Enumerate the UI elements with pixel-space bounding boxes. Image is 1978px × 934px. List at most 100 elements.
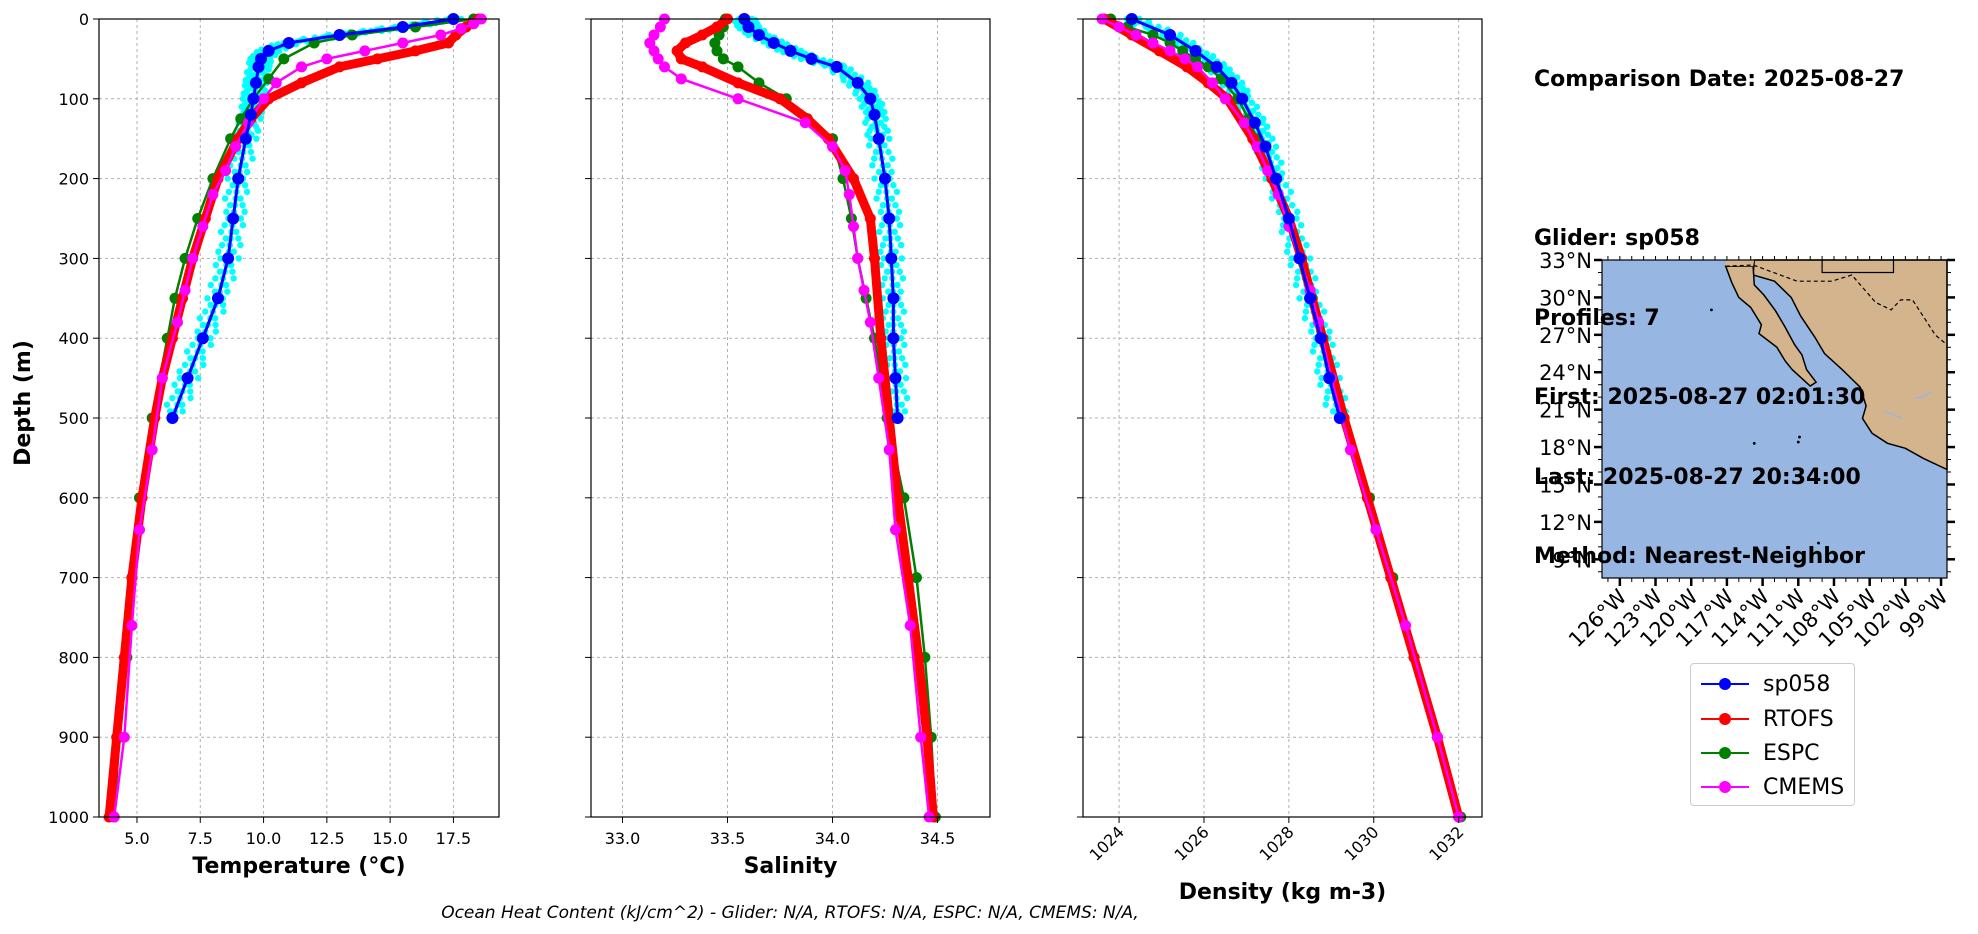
x-tick-label: 5.0 — [124, 829, 149, 848]
first-profile-time: First: 2025-08-27 02:01:30 — [1534, 385, 1866, 410]
raw-point — [163, 401, 171, 408]
raw-point — [872, 148, 880, 156]
island — [1796, 440, 1800, 444]
series-point — [371, 53, 383, 65]
raw-point — [237, 215, 245, 222]
series-point — [848, 173, 859, 185]
series-point — [1130, 29, 1142, 41]
raw-point — [257, 115, 264, 122]
raw-point — [207, 301, 214, 309]
raw-point — [225, 188, 233, 196]
raw-point — [226, 202, 234, 209]
legend-item-rtofs: RTOFS — [1701, 704, 1834, 734]
series-cmems — [644, 13, 935, 823]
series-point — [904, 619, 916, 631]
series-point — [197, 220, 209, 232]
raw-point — [1221, 63, 1228, 71]
panel-2: 33.0 33.5 34.0 34.5 Salinity — [585, 13, 991, 879]
series-point — [887, 292, 900, 305]
legend-swatch — [1701, 669, 1749, 699]
raw-point — [215, 248, 222, 255]
series-point — [675, 73, 687, 85]
series-point — [883, 412, 895, 424]
raw-point — [898, 354, 906, 362]
series-line — [170, 17, 454, 419]
x-tick-label: 34.0 — [815, 829, 851, 848]
raw-point — [901, 408, 909, 415]
series-point — [864, 316, 876, 328]
raw-point — [897, 381, 904, 388]
raw-point — [900, 388, 908, 395]
raw-point — [243, 168, 251, 176]
raw-point — [1324, 388, 1332, 395]
series-point — [118, 651, 130, 663]
series-point — [864, 213, 876, 224]
x-tick-label: 34.5 — [920, 829, 956, 848]
raw-point — [223, 208, 230, 216]
series-point — [732, 77, 744, 89]
x-axis-label: Salinity — [744, 854, 838, 879]
state-border — [1821, 260, 1895, 274]
series-point — [333, 28, 346, 41]
series-point — [1251, 141, 1263, 153]
raw-point — [183, 348, 191, 355]
series-point — [1282, 212, 1295, 225]
raw-point — [856, 95, 863, 103]
raw-point — [870, 155, 878, 162]
y-tick-label: 1000 — [48, 808, 89, 827]
series-point — [247, 92, 260, 105]
x-tick-label: 7.5 — [188, 829, 213, 848]
raw-point — [196, 315, 204, 322]
series-point — [883, 444, 895, 456]
raw-point — [880, 255, 887, 262]
x-tick-label: 1032 — [1425, 822, 1467, 864]
raw-point — [243, 69, 251, 76]
x-tick-label: 1026 — [1171, 822, 1213, 864]
series-point — [278, 53, 290, 65]
raw-point — [892, 202, 899, 209]
series-point — [455, 23, 467, 35]
legend-swatch — [1701, 738, 1749, 768]
raw-point — [797, 55, 805, 63]
series-point — [696, 29, 708, 41]
island — [1752, 441, 1756, 445]
series-point — [869, 252, 880, 264]
raw-point — [903, 394, 911, 402]
island — [1710, 308, 1713, 312]
raw-point — [221, 221, 228, 229]
series-point — [827, 141, 838, 153]
raw-point — [1288, 255, 1296, 262]
raw-point — [1296, 295, 1303, 302]
last-profile-time: Last: 2025-08-27 20:34:00 — [1534, 464, 1861, 490]
series-point — [181, 372, 194, 385]
lat-label: 24°N — [1539, 361, 1592, 385]
river — [1914, 391, 1932, 400]
lat-label: 30°N — [1539, 286, 1592, 310]
series-point — [1225, 76, 1238, 89]
series-point — [753, 28, 765, 41]
series-point — [732, 61, 744, 73]
y-tick-label: 800 — [58, 648, 89, 667]
lat-label: 12°N — [1539, 511, 1592, 535]
raw-point — [1292, 281, 1300, 289]
series-point — [134, 524, 146, 536]
raw-point — [169, 394, 176, 402]
raw-point — [199, 348, 206, 355]
raw-point — [1293, 275, 1301, 282]
raw-point — [866, 142, 873, 149]
raw-point — [745, 31, 752, 39]
series-point — [171, 316, 183, 328]
lat-label: 21°N — [1539, 399, 1592, 423]
series-sp058 — [738, 13, 904, 424]
raw-point — [893, 261, 900, 269]
raw-point — [1302, 308, 1310, 315]
raw-point — [896, 221, 904, 229]
series-point — [262, 44, 275, 57]
raw-point — [881, 275, 888, 282]
series-point — [258, 93, 270, 105]
lat-label: 9°N — [1552, 548, 1592, 572]
raw-point — [891, 228, 898, 235]
raw-point — [897, 335, 905, 342]
y-tick-label: 200 — [58, 170, 89, 189]
ocean-heat-content-note: Ocean Heat Content (kJ/cm^2) - Glider: N… — [441, 903, 1139, 923]
